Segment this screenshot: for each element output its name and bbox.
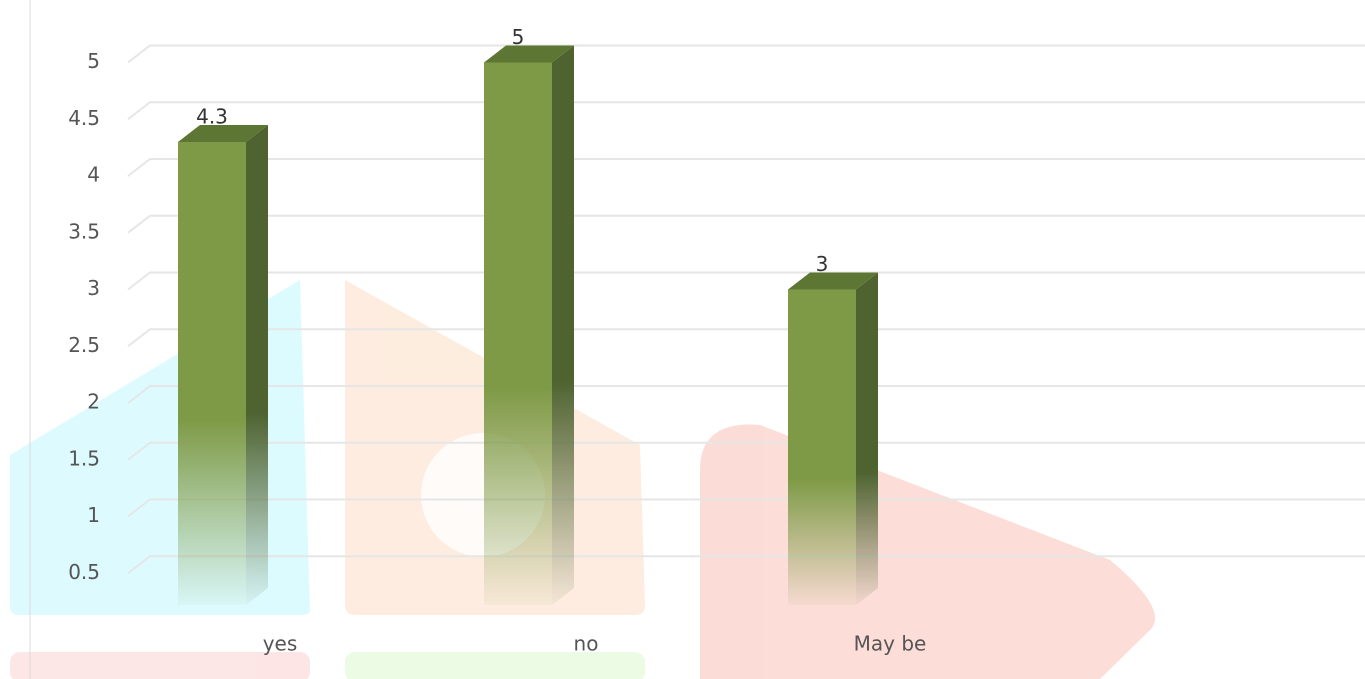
y-tick-label: 1 bbox=[87, 503, 100, 527]
bar-front bbox=[484, 62, 552, 605]
bar-top bbox=[178, 124, 268, 142]
y-tick-label: 4 bbox=[87, 163, 100, 187]
y-tick-label: 2.5 bbox=[68, 333, 100, 357]
bar-side bbox=[552, 45, 574, 605]
grid-line bbox=[127, 328, 1365, 348]
bar bbox=[788, 272, 878, 605]
grid-line bbox=[127, 44, 1365, 64]
grid-line bbox=[127, 441, 1365, 461]
y-tick-label: 3 bbox=[87, 276, 100, 300]
bar-side bbox=[856, 272, 878, 605]
bar-top bbox=[788, 272, 878, 290]
value-label: 3 bbox=[816, 252, 829, 276]
x-tick-label: no bbox=[574, 632, 599, 656]
x-tick-label: yes bbox=[263, 632, 298, 656]
y-tick-label: 0.5 bbox=[68, 560, 100, 584]
grid-line bbox=[127, 385, 1365, 404]
grid-line bbox=[127, 158, 1365, 177]
grid-line bbox=[127, 498, 1365, 518]
bar bbox=[484, 45, 574, 605]
y-tick-label: 1.5 bbox=[68, 446, 100, 470]
y-tick-label: 5 bbox=[87, 49, 100, 73]
grid-line bbox=[127, 271, 1365, 291]
grid-line bbox=[127, 214, 1365, 234]
y-tick-label: 4.5 bbox=[68, 106, 100, 130]
bar bbox=[178, 124, 268, 605]
value-label: 4.3 bbox=[196, 104, 228, 128]
value-label: 5 bbox=[512, 25, 525, 49]
bar-side bbox=[246, 124, 268, 605]
bar-front bbox=[788, 289, 856, 605]
grid-line bbox=[127, 555, 1365, 575]
y-tick-label: 3.5 bbox=[68, 219, 100, 243]
y-tick-label: 2 bbox=[87, 390, 100, 414]
bar-top bbox=[484, 45, 574, 63]
grid-line bbox=[127, 101, 1365, 121]
x-tick-label: May be bbox=[854, 632, 927, 656]
bar-front bbox=[178, 141, 246, 605]
